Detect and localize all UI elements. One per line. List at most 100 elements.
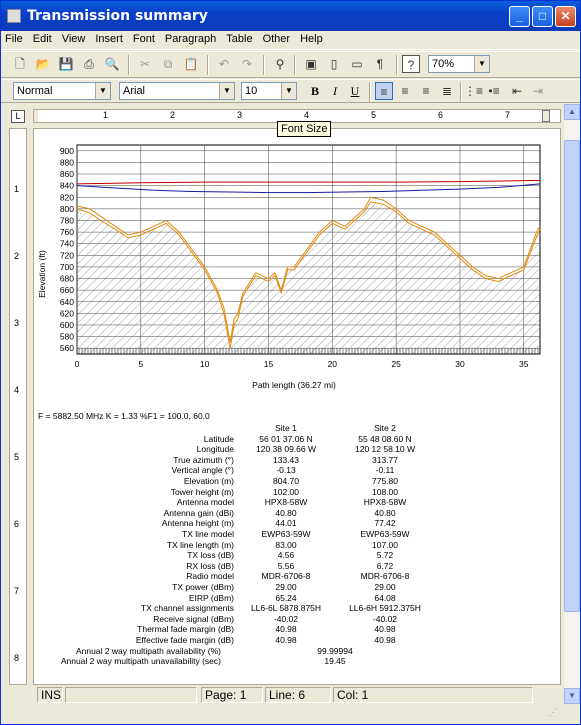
horizontal-ruler: L 1 2 3 4 5 6 7 <box>1 104 564 126</box>
x-tick-label: 35 <box>519 359 529 369</box>
menu-paragraph[interactable]: Paragraph <box>164 33 217 45</box>
y-tick-label: 760 <box>60 227 74 237</box>
ruler-number: 3 <box>14 318 20 328</box>
report-value-site1: -0.13 <box>276 465 296 476</box>
open-icon[interactable]: 📂 <box>35 57 51 71</box>
font-select[interactable]: Arial ▼ <box>119 82 235 100</box>
report-value-site2: 55 48 08.60 N <box>358 433 412 444</box>
chart-series <box>76 179 541 349</box>
report-value-site1: 102.00 <box>273 486 299 497</box>
x-tick-label: 20 <box>328 359 338 369</box>
menu-font[interactable]: Font <box>132 33 155 45</box>
report-label: RX loss (dB) <box>186 560 234 571</box>
document-page[interactable]: 560 580 600 620 640 660 680 700 720 740 760 780 800 8… <box>33 128 561 685</box>
ruler-number: 7 <box>14 586 20 596</box>
site1-header: Site 1 <box>275 423 297 433</box>
report-value-site1: MDR-6706-8 <box>261 571 311 582</box>
report-value-site1: 83.00 <box>275 539 297 550</box>
cut-icon[interactable]: ✂ <box>139 57 151 71</box>
menu-help[interactable]: Help <box>300 33 323 45</box>
vertical-ruler: 1 2 3 4 5 6 7 8 <box>9 128 27 685</box>
report-value-site2: 775.80 <box>372 476 398 486</box>
status-bar: INS Page: 1 Line: 6 Col: 1 <box>1 685 564 704</box>
page-break-icon[interactable]: ▭ <box>351 57 363 71</box>
chevron-down-icon: ▼ <box>219 83 234 99</box>
help-icon[interactable]: ? <box>402 55 420 73</box>
decrease-indent-icon[interactable]: ⇤ <box>511 84 523 98</box>
y-tick-label: 820 <box>60 192 74 202</box>
menu-file[interactable]: File <box>5 33 23 45</box>
x-tick-label: 15 <box>264 359 274 369</box>
zoom-select[interactable]: 70% ▼ <box>428 55 490 73</box>
insert-object-icon[interactable]: ▣ <box>305 57 317 71</box>
y-tick-label: 580 <box>60 332 74 342</box>
report-value-site1: 29.00 <box>275 582 297 592</box>
chevron-down-icon: ▼ <box>281 83 296 99</box>
report-label: Latitude <box>203 433 234 444</box>
style-select[interactable]: Normal ▼ <box>13 82 111 100</box>
justify-icon[interactable]: ≣ <box>441 84 453 98</box>
toolbar-separator <box>396 55 398 75</box>
underline-button[interactable]: U <box>350 84 360 98</box>
vertical-scrollbar[interactable]: ▲ ▼ <box>564 104 580 704</box>
report-value-site2: -0.11 <box>375 465 395 476</box>
paragraph-mark-icon[interactable]: ¶ <box>376 57 384 71</box>
menu-table[interactable]: Table <box>226 33 253 45</box>
menu-other[interactable]: Other <box>262 33 291 45</box>
report-value-site1: 5.56 <box>277 560 295 571</box>
report-label: EIRP (dBm) <box>188 592 234 603</box>
undo-icon[interactable]: ↶ <box>218 57 230 71</box>
numbered-list-icon[interactable]: ⋮≡ <box>464 84 484 98</box>
report-value-site2: 108.00 <box>372 486 398 497</box>
new-icon[interactable]: 🗋 <box>15 57 25 71</box>
report-label: Effective fade margin (dB) <box>135 635 234 645</box>
increase-indent-icon[interactable]: ⇥ <box>532 84 544 98</box>
maximize-button[interactable]: □ <box>532 6 553 27</box>
bold-button[interactable]: B <box>310 84 319 98</box>
left-margin-marker[interactable] <box>34 110 38 122</box>
title-bar: Transmission summary _ □ ✕ <box>1 1 580 31</box>
menu-insert[interactable]: Insert <box>95 33 123 45</box>
report-value-site1: -40.02 <box>273 613 299 624</box>
find-icon[interactable]: ⚲ <box>275 57 285 71</box>
report-value-site1: 65.24 <box>275 592 297 603</box>
report-label: Antenna height (m) <box>161 518 234 529</box>
status-empty <box>65 687 197 703</box>
align-left-icon[interactable]: ≡ <box>375 82 393 100</box>
right-margin-marker[interactable] <box>542 110 550 122</box>
paste-icon[interactable]: 📋 <box>183 57 199 71</box>
tab-stop-icon[interactable]: L <box>11 110 25 123</box>
report-label: Elevation (m) <box>183 476 234 486</box>
series-line <box>76 201 541 349</box>
site2-header: Site 2 <box>374 423 396 433</box>
scroll-down-icon[interactable]: ▼ <box>564 688 580 704</box>
report-label: Antenna model <box>176 497 234 508</box>
align-right-icon[interactable]: ≡ <box>422 84 430 98</box>
scroll-thumb[interactable] <box>564 140 580 612</box>
redo-icon[interactable]: ↷ <box>241 57 253 71</box>
window-title: Transmission summary <box>27 8 208 24</box>
print-preview-icon[interactable]: 🔍 <box>104 57 120 71</box>
copy-icon[interactable]: ⧉ <box>163 57 173 71</box>
resize-grip-icon[interactable]: ⋰ <box>548 707 558 717</box>
font-size-select[interactable]: 10 ▼ <box>241 82 297 100</box>
series-line <box>76 183 541 194</box>
close-button[interactable]: ✕ <box>555 6 576 27</box>
report-label: TX line length (m) <box>166 539 234 550</box>
minimize-button[interactable]: _ <box>509 6 530 27</box>
menu-view[interactable]: View <box>61 33 86 45</box>
print-icon[interactable]: ⎙ <box>84 57 94 71</box>
save-icon[interactable]: 💾 <box>58 57 74 71</box>
report-value-site1: LL6-6L 5878.875H <box>250 603 322 614</box>
italic-button[interactable]: I <box>333 84 337 98</box>
ruler-number: 3 <box>237 110 243 120</box>
report-label: Vertical angle (°) <box>171 465 234 476</box>
scroll-up-icon[interactable]: ▲ <box>564 104 580 120</box>
page-icon[interactable]: ▯ <box>330 57 338 71</box>
report-label: Thermal fade margin (dB) <box>137 624 234 635</box>
menu-edit[interactable]: Edit <box>32 33 52 45</box>
ruler-number: 4 <box>304 110 310 120</box>
report-label: Longitude <box>196 444 234 455</box>
align-center-icon[interactable]: ≡ <box>401 84 409 98</box>
bullet-list-icon[interactable]: •≡ <box>488 84 500 98</box>
